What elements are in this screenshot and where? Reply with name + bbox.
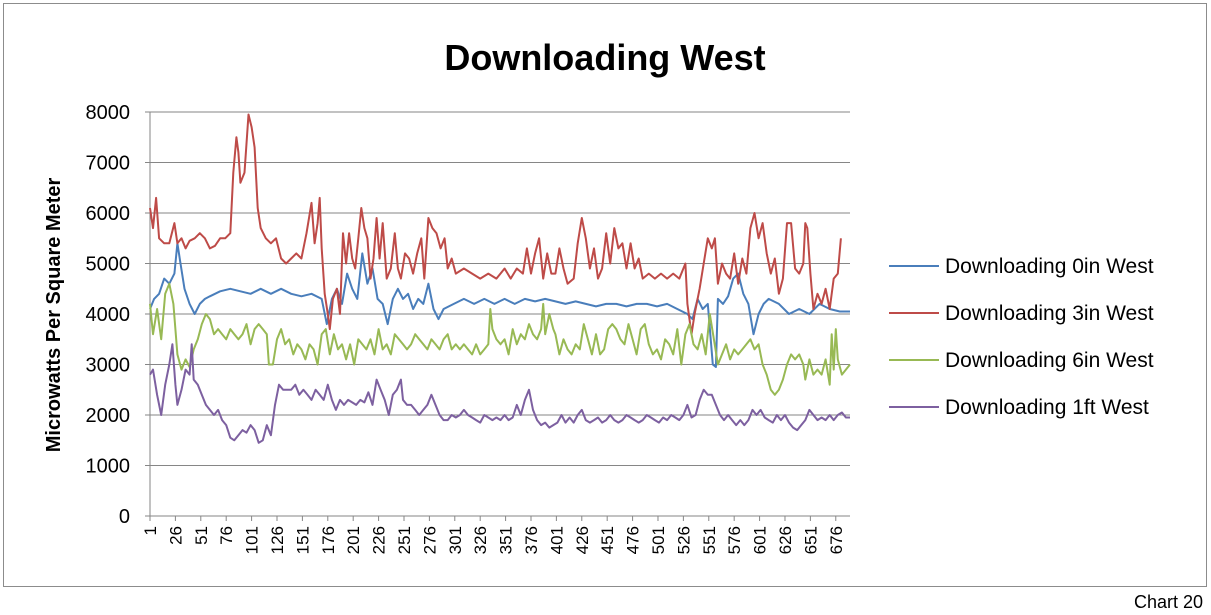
series-line [149,113,842,336]
legend-entry: Downloading 1ft West [945,396,1149,419]
x-tick-label: 301 [446,526,465,554]
x-tick-label: 1 [141,526,160,535]
y-tick-label: 1000 [86,456,131,478]
x-tick-label: 151 [293,526,312,554]
legend-entry: Downloading 0in West [945,255,1154,278]
y-tick-label: 8000 [86,102,131,124]
legend-entry: Downloading 3in West [945,302,1154,325]
x-tick-label: 401 [547,526,566,554]
x-tick-label: 276 [420,526,439,554]
x-tick-label: 601 [751,526,770,554]
y-axis-label: Microwatts Per Square Meter [43,178,65,453]
x-tick-label: 426 [573,526,592,554]
x-tick-label: 251 [395,526,414,554]
x-tick-label: 326 [471,526,490,554]
x-tick-label: 351 [497,526,516,554]
y-tick-label: 6000 [86,203,131,225]
x-tick-label: 676 [827,526,846,554]
x-tick-label: 26 [166,526,185,545]
legend-entry: Downloading 6in West [945,349,1154,372]
x-tick-label: 551 [700,526,719,554]
x-tick-label: 126 [268,526,287,554]
series-line [149,242,850,368]
x-tick-label: 176 [319,526,338,554]
x-tick-label: 626 [776,526,795,554]
y-tick-label: 5000 [86,254,131,276]
chart-frame: Downloading West Microwatts Per Square M… [3,3,1207,587]
x-tick-label: 101 [243,526,262,554]
x-tick-label: 226 [370,526,389,554]
x-tick-label: 376 [522,526,541,554]
legend: Downloading 0in West Downloading 3in West… [889,255,1154,419]
y-tick-label: 3000 [86,355,131,377]
x-tick-label: 476 [624,526,643,554]
x-tick-label: 651 [801,526,820,554]
chart-caption: Chart 20 [1133,592,1203,612]
x-tick-label: 576 [725,526,744,554]
x-tick-label: 501 [649,526,668,554]
x-tick-label: 201 [344,526,363,554]
series-line [149,282,851,396]
chart-title: Downloading West [444,37,765,78]
y-tick-label: 2000 [86,405,131,427]
y-tick-label: 0 [119,506,130,528]
x-tick-label: 51 [192,526,211,545]
line-chart: Downloading West Microwatts Per Square M… [43,37,1154,554]
y-tick-label: 4000 [86,304,131,326]
y-tick-label: 7000 [86,153,131,175]
series-line [149,343,850,444]
x-tick-label: 526 [674,526,693,554]
x-tick-label: 451 [598,526,617,554]
x-tick-label: 76 [217,526,236,545]
